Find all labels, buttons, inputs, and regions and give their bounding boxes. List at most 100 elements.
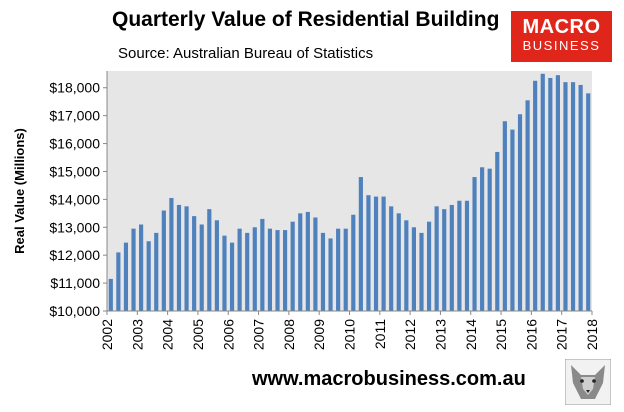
bar-14 — [207, 209, 212, 311]
bar-34 — [358, 177, 363, 311]
x-tick-label: 2012 — [402, 319, 418, 350]
y-tick-label: $12,000 — [49, 247, 100, 263]
x-tick-label: 2007 — [251, 319, 267, 350]
bar-57 — [533, 80, 538, 312]
bar-60 — [555, 75, 560, 311]
bar-21 — [260, 218, 265, 311]
bar-9 — [169, 197, 174, 311]
bar-5 — [139, 224, 144, 311]
bar-23 — [275, 230, 280, 311]
x-tick-label: 2014 — [463, 319, 479, 350]
bar-13 — [199, 224, 204, 311]
bar-35 — [366, 195, 371, 311]
bar-62 — [570, 82, 576, 311]
x-tick-label: 2011 — [372, 319, 388, 349]
y-tick-label: $11,000 — [50, 275, 100, 291]
x-tick-label: 2015 — [493, 319, 509, 350]
x-tick-label: 2005 — [190, 319, 206, 350]
bar-64 — [586, 93, 591, 311]
bar-55 — [517, 114, 523, 311]
y-tick-label: $10,000 — [49, 303, 100, 319]
bar-25 — [290, 221, 295, 311]
bar-53 — [502, 121, 507, 311]
bar-6 — [146, 241, 151, 311]
bar-50 — [480, 167, 485, 311]
bar-10 — [176, 204, 182, 311]
x-tick-label: 2016 — [523, 319, 539, 350]
website-url[interactable]: www.macrobusiness.com.au — [252, 368, 526, 390]
y-tick-label: $14,000 — [49, 191, 100, 207]
x-tick-label: 2008 — [281, 319, 297, 350]
bar-33 — [351, 214, 356, 311]
bar-52 — [495, 151, 500, 311]
bar-26 — [298, 213, 303, 311]
wolf-logo-icon — [565, 359, 611, 405]
bar-40 — [404, 220, 409, 311]
x-tick-label: 2009 — [311, 319, 327, 350]
bar-49 — [472, 177, 477, 311]
bar-19 — [245, 232, 250, 311]
bar-22 — [267, 228, 273, 311]
bar-32 — [343, 228, 348, 311]
bar-2 — [116, 252, 121, 311]
y-tick-label: $16,000 — [49, 136, 100, 152]
bar-31 — [336, 228, 341, 311]
bar-51 — [487, 168, 492, 311]
y-axis: $10,000 $11,000 $12,000 $13,000 $14,000 $15,0… — [49, 80, 107, 319]
bar-56 — [525, 100, 530, 311]
bar-47 — [457, 200, 462, 311]
x-tick-label: 2006 — [220, 319, 236, 350]
x-tick-label: 2018 — [584, 319, 600, 350]
macrobusiness-logo[interactable]: MACRO BUSINESS — [511, 11, 612, 62]
y-tick-label: $15,000 — [49, 163, 100, 179]
bar-44 — [434, 206, 439, 311]
bar-7 — [154, 232, 159, 311]
bar-3 — [123, 242, 129, 311]
x-tick-label: 2010 — [342, 319, 358, 350]
y-tick-label: $17,000 — [49, 108, 100, 124]
bar-12 — [192, 216, 197, 311]
bar-54 — [510, 129, 515, 311]
x-axis: 2002 2003 2004 2005 2006 2007 2008 2009 2010 2011… — [99, 311, 600, 350]
x-tick-label: 2017 — [554, 319, 570, 350]
bar-61 — [563, 82, 568, 311]
bar-17 — [229, 242, 235, 311]
bar-37 — [381, 196, 386, 311]
bar-43 — [426, 221, 432, 311]
bar-11 — [184, 206, 189, 311]
y-tick-label: $13,000 — [49, 219, 100, 235]
bar-29 — [320, 232, 326, 311]
bar-48 — [464, 200, 470, 311]
bar-27 — [305, 211, 310, 311]
bar-18 — [237, 228, 242, 311]
y-tick-label: $18,000 — [49, 80, 100, 96]
bar-63 — [578, 84, 583, 311]
bar-4 — [131, 228, 136, 311]
bar-58 — [540, 73, 545, 311]
bar-30 — [328, 238, 333, 311]
bar-1 — [108, 278, 113, 311]
chart-source: Source: Australian Bureau of Statistics — [118, 45, 374, 62]
y-axis-label: Real Value (Millions) — [12, 128, 27, 254]
bar-38 — [389, 206, 394, 311]
bar-59 — [548, 77, 553, 311]
bar-39 — [396, 213, 401, 311]
x-tick-label: 2003 — [129, 319, 145, 350]
bar-8 — [161, 210, 166, 311]
bar-series — [108, 73, 591, 312]
x-tick-label: 2004 — [160, 319, 176, 350]
bar-36 — [373, 196, 379, 311]
logo-line-2: BUSINESS — [522, 38, 601, 53]
bar-16 — [222, 235, 227, 311]
bar-15 — [214, 220, 219, 311]
chart-title: Quarterly Value of Residential Building — [112, 8, 500, 31]
bar-42 — [419, 232, 424, 311]
bar-24 — [283, 230, 288, 311]
bar-41 — [411, 227, 416, 311]
bar-45 — [442, 209, 447, 311]
x-tick-label: 2002 — [99, 319, 115, 350]
bar-46 — [449, 204, 454, 311]
bar-20 — [252, 227, 257, 311]
bar-28 — [313, 217, 318, 311]
